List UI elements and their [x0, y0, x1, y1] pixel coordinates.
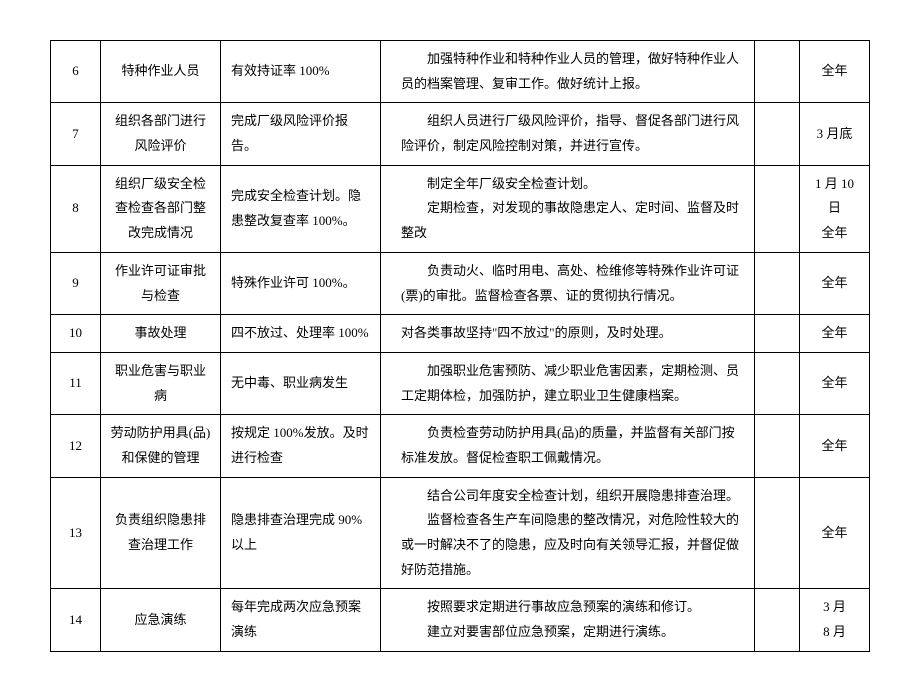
cell-time: 1 月 10 日 全年 — [800, 165, 870, 252]
cell-num: 12 — [51, 415, 101, 477]
cell-target: 按规定 100%发放。及时进行检查 — [221, 415, 381, 477]
cell-item: 特种作业人员 — [101, 41, 221, 103]
table-row: 12 劳动防护用具(品)和保健的管理 按规定 100%发放。及时进行检查 负责检… — [51, 415, 870, 477]
cell-time: 全年 — [800, 252, 870, 314]
table-row: 9 作业许可证审批与检查 特殊作业许可 100%。 负责动火、临时用电、高处、检… — [51, 252, 870, 314]
cell-blank — [755, 589, 800, 651]
cell-item: 组织厂级安全检查检查各部门整改完成情况 — [101, 165, 221, 252]
cell-blank — [755, 41, 800, 103]
cell-time: 全年 — [800, 415, 870, 477]
cell-time: 全年 — [800, 41, 870, 103]
cell-num: 14 — [51, 589, 101, 651]
cell-target: 有效持证率 100% — [221, 41, 381, 103]
cell-blank — [755, 477, 800, 589]
cell-num: 9 — [51, 252, 101, 314]
cell-measure: 负责动火、临时用电、高处、检维修等特殊作业许可证(票)的审批。监督检查各票、证的… — [381, 252, 755, 314]
cell-blank — [755, 252, 800, 314]
cell-measure: 对各类事故坚持"四不放过"的原则，及时处理。 — [381, 315, 755, 353]
cell-num: 7 — [51, 103, 101, 165]
cell-item: 作业许可证审批与检查 — [101, 252, 221, 314]
cell-target: 隐患排查治理完成 90%以上 — [221, 477, 381, 589]
cell-blank — [755, 103, 800, 165]
cell-num: 8 — [51, 165, 101, 252]
schedule-table: 6 特种作业人员 有效持证率 100% 加强特种作业和特种作业人员的管理，做好特… — [50, 40, 870, 652]
cell-target: 完成安全检查计划。隐患整改复查率 100%。 — [221, 165, 381, 252]
cell-blank — [755, 165, 800, 252]
cell-item: 应急演练 — [101, 589, 221, 651]
table-row: 6 特种作业人员 有效持证率 100% 加强特种作业和特种作业人员的管理，做好特… — [51, 41, 870, 103]
cell-target: 无中毒、职业病发生 — [221, 352, 381, 414]
cell-blank — [755, 352, 800, 414]
cell-measure: 负责检查劳动防护用具(品)的质量，并监督有关部门按标准发放。督促检查职工佩戴情况… — [381, 415, 755, 477]
cell-num: 6 — [51, 41, 101, 103]
cell-measure: 制定全年厂级安全检查计划。 定期检查，对发现的事故隐患定人、定时间、监督及时整改 — [381, 165, 755, 252]
cell-blank — [755, 415, 800, 477]
cell-target: 完成厂级风险评价报告。 — [221, 103, 381, 165]
cell-time: 全年 — [800, 315, 870, 353]
cell-measure: 加强特种作业和特种作业人员的管理，做好特种作业人员的档案管理、复审工作。做好统计… — [381, 41, 755, 103]
table-row: 13 负责组织隐患排查治理工作 隐患排查治理完成 90%以上 结合公司年度安全检… — [51, 477, 870, 589]
cell-time: 3 月底 — [800, 103, 870, 165]
cell-time: 全年 — [800, 352, 870, 414]
cell-item: 组织各部门进行风险评价 — [101, 103, 221, 165]
cell-time: 3 月 8 月 — [800, 589, 870, 651]
cell-item: 职业危害与职业病 — [101, 352, 221, 414]
cell-num: 10 — [51, 315, 101, 353]
cell-item: 劳动防护用具(品)和保健的管理 — [101, 415, 221, 477]
cell-blank — [755, 315, 800, 353]
table-row: 14 应急演练 每年完成两次应急预案演练 按照要求定期进行事故应急预案的演练和修… — [51, 589, 870, 651]
cell-measure: 结合公司年度安全检查计划，组织开展隐患排查治理。 监督检查各生产车间隐患的整改情… — [381, 477, 755, 589]
cell-num: 11 — [51, 352, 101, 414]
cell-item: 负责组织隐患排查治理工作 — [101, 477, 221, 589]
cell-measure: 按照要求定期进行事故应急预案的演练和修订。 建立对要害部位应急预案，定期进行演练… — [381, 589, 755, 651]
table-row: 8 组织厂级安全检查检查各部门整改完成情况 完成安全检查计划。隐患整改复查率 1… — [51, 165, 870, 252]
table-row: 11 职业危害与职业病 无中毒、职业病发生 加强职业危害预防、减少职业危害因素，… — [51, 352, 870, 414]
cell-target: 特殊作业许可 100%。 — [221, 252, 381, 314]
cell-item: 事故处理 — [101, 315, 221, 353]
cell-time: 全年 — [800, 477, 870, 589]
cell-measure: 加强职业危害预防、减少职业危害因素，定期检测、员工定期体检，加强防护，建立职业卫… — [381, 352, 755, 414]
cell-target: 每年完成两次应急预案演练 — [221, 589, 381, 651]
cell-num: 13 — [51, 477, 101, 589]
cell-measure: 组织人员进行厂级风险评价，指导、督促各部门进行风险评价，制定风险控制对策，并进行… — [381, 103, 755, 165]
table-row: 10 事故处理 四不放过、处理率 100% 对各类事故坚持"四不放过"的原则，及… — [51, 315, 870, 353]
cell-target: 四不放过、处理率 100% — [221, 315, 381, 353]
table-row: 7 组织各部门进行风险评价 完成厂级风险评价报告。 组织人员进行厂级风险评价，指… — [51, 103, 870, 165]
